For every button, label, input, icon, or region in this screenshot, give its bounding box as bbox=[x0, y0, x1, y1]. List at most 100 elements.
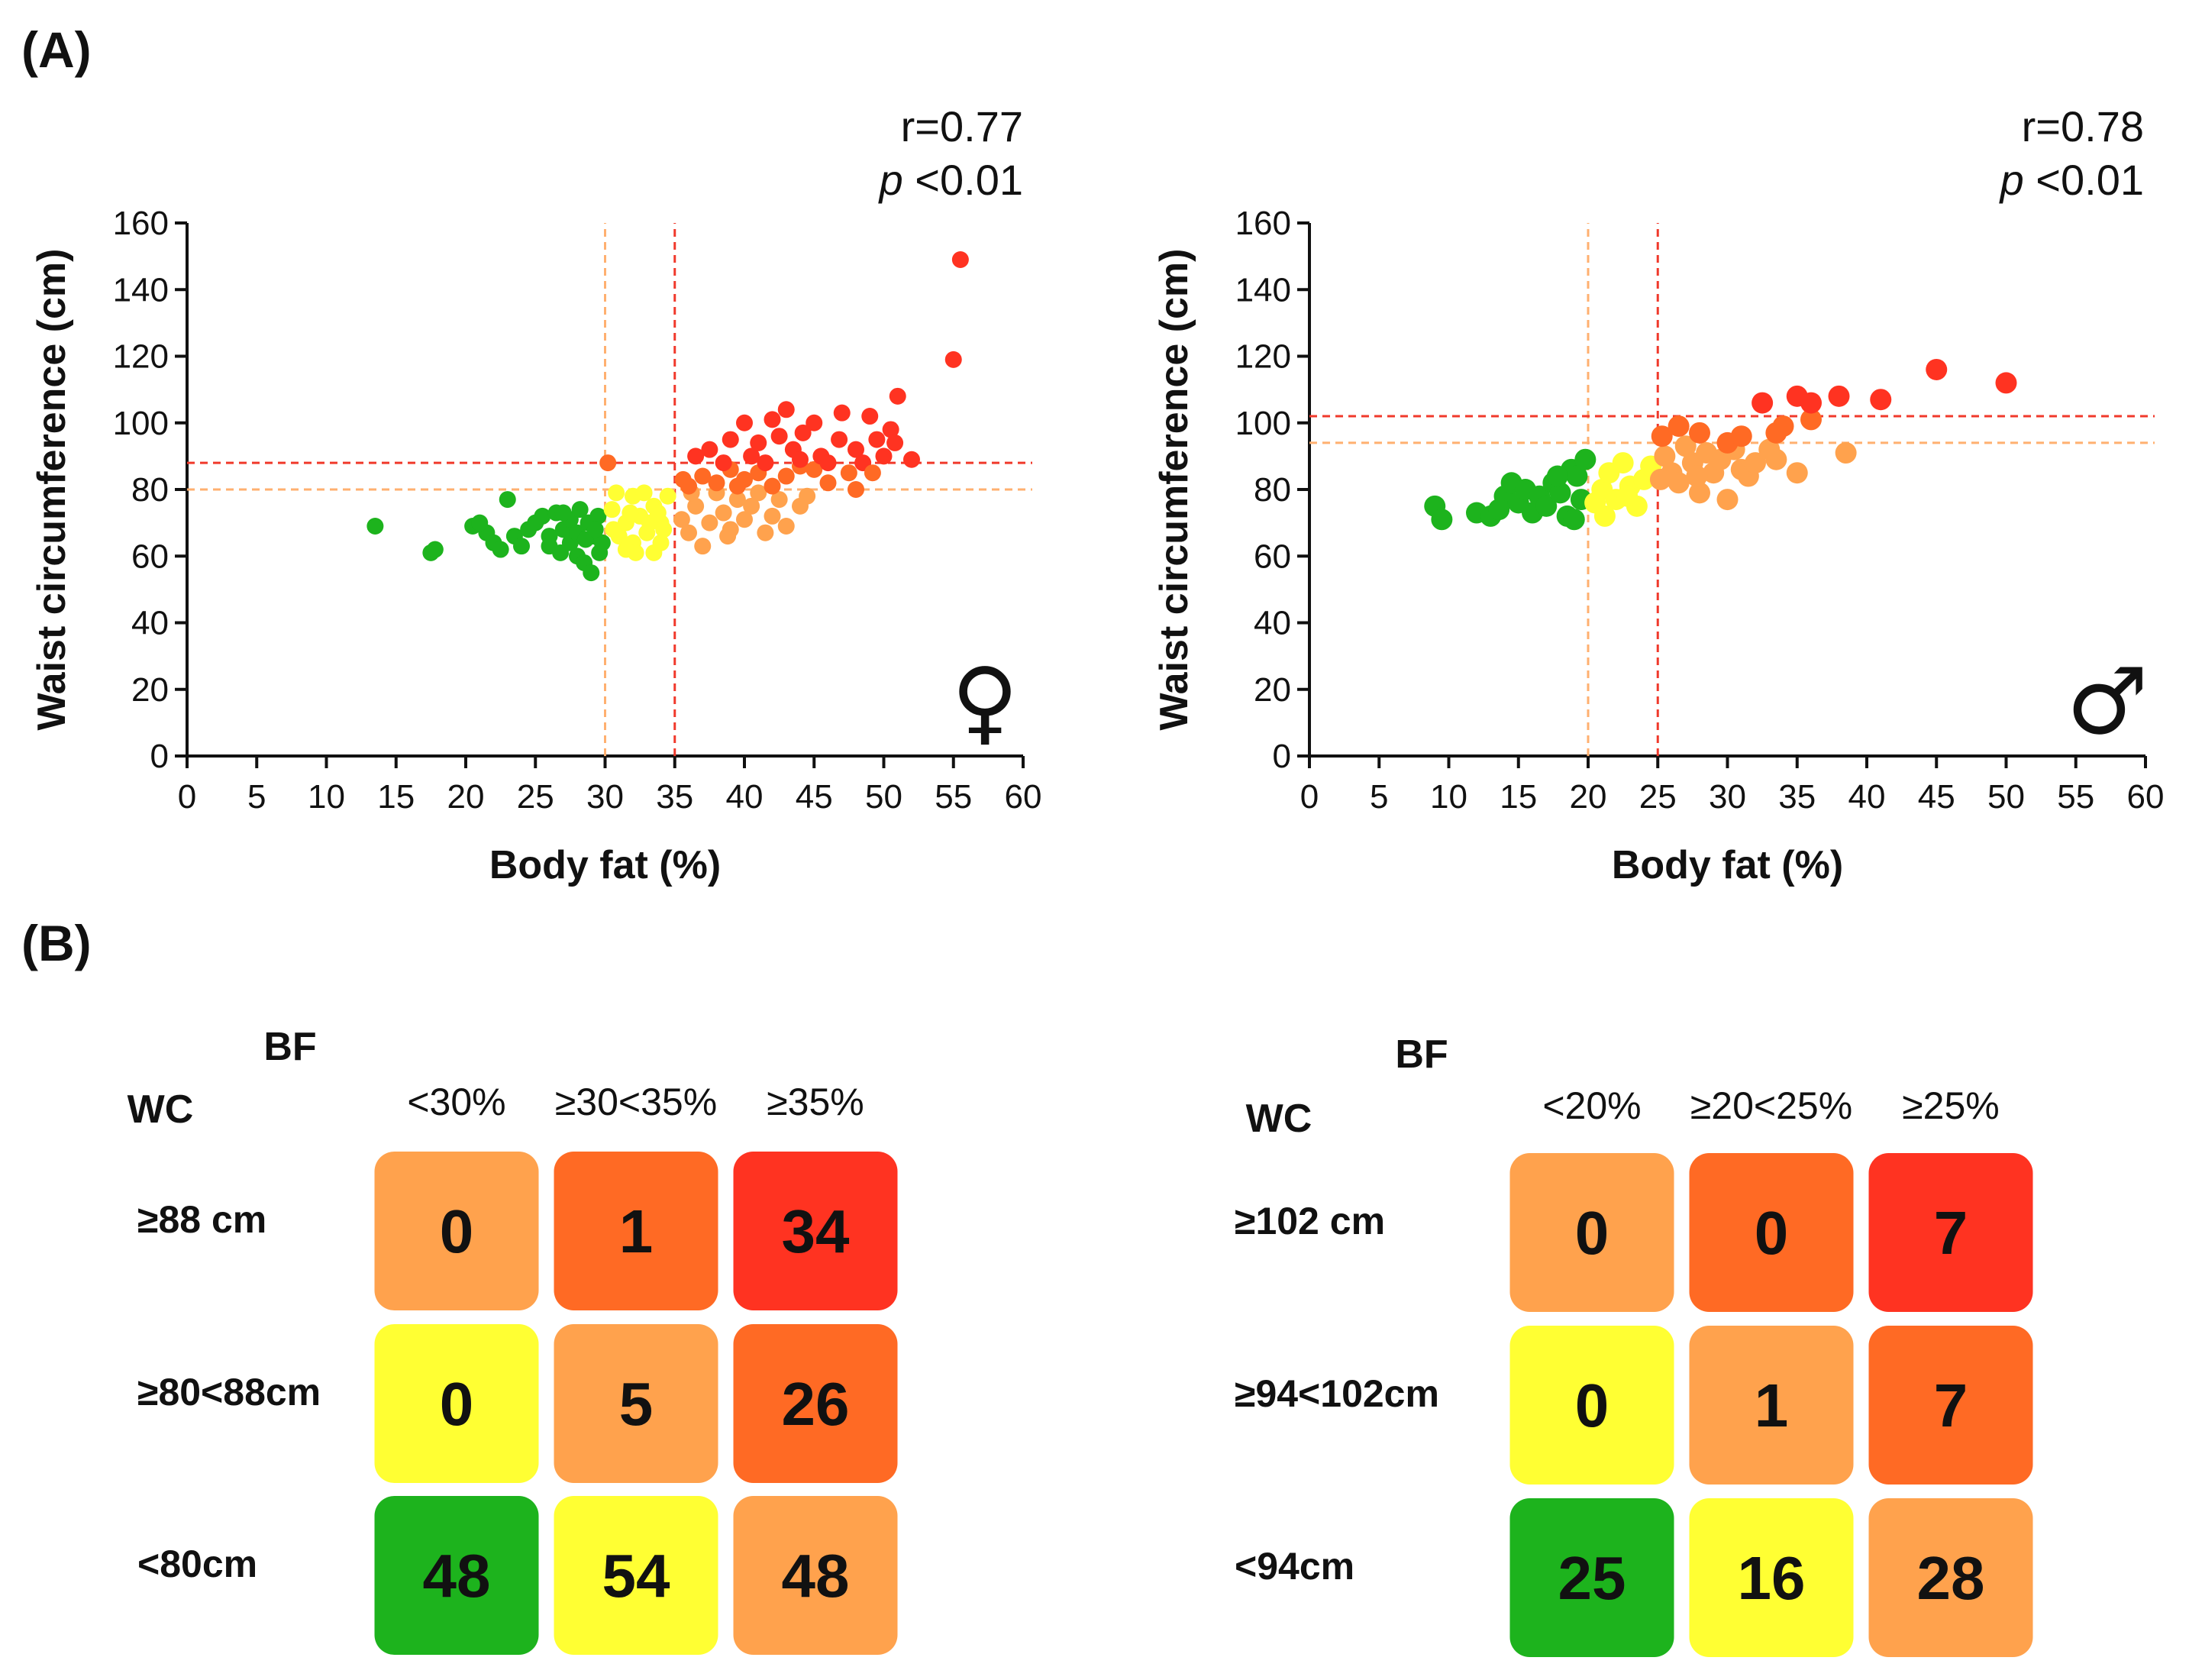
data-point bbox=[1649, 468, 1671, 490]
y-tick-label: 60 bbox=[131, 538, 169, 575]
y-tick-label: 0 bbox=[150, 738, 169, 775]
data-point bbox=[655, 521, 673, 538]
cell-count: 26 bbox=[782, 1370, 850, 1438]
data-point bbox=[1593, 505, 1616, 527]
data-point bbox=[819, 474, 837, 492]
cell-count: 0 bbox=[1575, 1371, 1609, 1439]
y-axis-title: Waist circumference (cm) bbox=[1152, 249, 1196, 731]
panel-a-label: (A) bbox=[21, 21, 92, 78]
data-point bbox=[701, 514, 718, 531]
y-tick-label: 80 bbox=[1254, 471, 1291, 509]
table-cell bbox=[374, 1152, 539, 1310]
data-point bbox=[1752, 392, 1774, 414]
column-header: ≥25% bbox=[1902, 1084, 2000, 1127]
data-point bbox=[819, 454, 837, 472]
data-point bbox=[608, 484, 625, 502]
data-point bbox=[552, 544, 570, 561]
table-cell bbox=[1509, 1498, 1674, 1657]
data-point bbox=[605, 521, 622, 538]
data-point bbox=[799, 487, 816, 505]
data-point bbox=[792, 451, 809, 468]
y-tick-label: 140 bbox=[113, 271, 169, 309]
classification-tables: BF WC <30% ≥30<35% ≥35% ≥88 cm 0 1 34 ≥80<88cm 0 5 2… bbox=[128, 1025, 2033, 1657]
data-point bbox=[1612, 452, 1634, 474]
data-point bbox=[1800, 392, 1822, 414]
table-cell bbox=[1868, 1498, 2033, 1657]
x-tick-label: 45 bbox=[796, 778, 833, 816]
scatter-charts: 0 5 10 15 20 25 30 35 40 45 50 55 600204060801001201… bbox=[30, 102, 2164, 887]
table-cell bbox=[733, 1496, 898, 1655]
x-tick-label: 0 bbox=[1300, 778, 1319, 816]
data-point bbox=[736, 414, 753, 431]
data-point bbox=[770, 428, 788, 445]
data-point bbox=[599, 454, 617, 472]
cell-count: 7 bbox=[1934, 1199, 1968, 1267]
y-tick-label: 60 bbox=[1254, 538, 1291, 575]
data-point bbox=[1835, 442, 1857, 464]
x-tick-label: 30 bbox=[1709, 778, 1746, 816]
table-cell bbox=[1689, 1326, 1854, 1485]
data-point bbox=[831, 431, 848, 448]
data-point bbox=[861, 408, 879, 425]
data-point bbox=[603, 501, 621, 519]
p-threshold: <0.01 bbox=[2024, 156, 2144, 204]
x-tick-label: 45 bbox=[1918, 778, 1955, 816]
data-point bbox=[806, 460, 823, 478]
data-point bbox=[882, 421, 899, 438]
data-point bbox=[715, 454, 732, 472]
data-point bbox=[1870, 389, 1892, 411]
data-point bbox=[708, 474, 725, 492]
table-cell bbox=[733, 1324, 898, 1483]
cell-count: 48 bbox=[423, 1542, 491, 1610]
data-point bbox=[764, 477, 781, 495]
data-point bbox=[715, 504, 732, 522]
column-header: <20% bbox=[1542, 1084, 1641, 1127]
data-point bbox=[764, 507, 781, 525]
data-point bbox=[471, 514, 489, 531]
column-header: ≥20<25% bbox=[1690, 1084, 1852, 1127]
x-tick-label: 25 bbox=[1639, 778, 1677, 816]
p-letter: p bbox=[878, 156, 903, 204]
table-cell bbox=[1689, 1498, 1854, 1657]
data-point bbox=[534, 507, 551, 525]
data-point bbox=[426, 541, 444, 558]
y-tick-label: 120 bbox=[113, 338, 169, 376]
data-point bbox=[864, 464, 881, 482]
data-point bbox=[554, 504, 572, 522]
row-label: ≥88 cm bbox=[137, 1198, 266, 1241]
column-header: ≥30<35% bbox=[555, 1081, 717, 1123]
data-point bbox=[1786, 462, 1808, 484]
correlation-r: r=0.78 bbox=[2022, 102, 2144, 150]
data-point bbox=[680, 524, 697, 541]
data-point bbox=[1926, 358, 1948, 380]
x-tick-label: 25 bbox=[517, 778, 554, 816]
data-point bbox=[1488, 499, 1510, 521]
data-point bbox=[1668, 415, 1690, 438]
data-point bbox=[743, 497, 760, 515]
data-point bbox=[571, 501, 589, 519]
data-point bbox=[848, 441, 864, 458]
x-tick-label: 5 bbox=[247, 778, 266, 816]
table-cell bbox=[1689, 1153, 1854, 1312]
data-point bbox=[840, 464, 857, 482]
data-point bbox=[743, 447, 760, 465]
data-point bbox=[750, 434, 767, 451]
data-point bbox=[694, 467, 712, 485]
x-tick-label: 15 bbox=[1500, 778, 1537, 816]
data-point bbox=[1654, 445, 1676, 467]
row-label: <80cm bbox=[137, 1543, 257, 1585]
data-point bbox=[833, 404, 851, 422]
cell-count: 34 bbox=[782, 1197, 850, 1265]
y-tick-label: 120 bbox=[1235, 338, 1291, 376]
y-tick-label: 160 bbox=[113, 205, 169, 242]
data-point bbox=[719, 528, 737, 545]
data-point bbox=[659, 487, 676, 505]
y-tick-label: 20 bbox=[1254, 671, 1291, 709]
data-point bbox=[848, 481, 864, 498]
data-point bbox=[694, 538, 712, 555]
data-point bbox=[1674, 435, 1697, 457]
table-cell bbox=[554, 1324, 718, 1483]
y-tick-label: 160 bbox=[1235, 205, 1291, 242]
data-point bbox=[1689, 482, 1710, 504]
x-tick-label: 40 bbox=[1848, 778, 1886, 816]
